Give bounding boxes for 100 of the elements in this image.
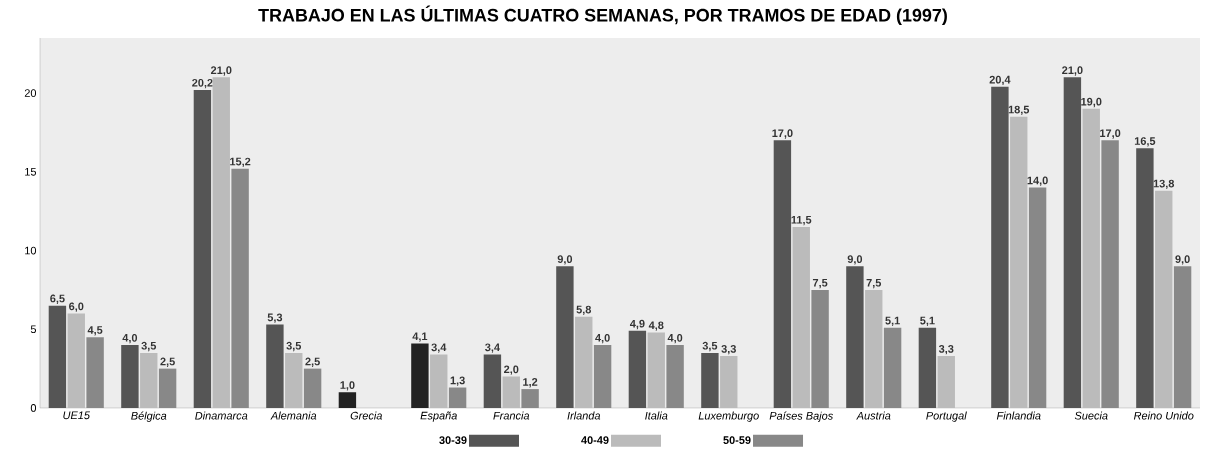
data-label: 3,5 (286, 341, 302, 352)
data-label: 5,1 (885, 316, 900, 326)
x-tick-label: Austria (856, 411, 891, 420)
data-label: 19,0 (1081, 97, 1102, 108)
bar (121, 345, 139, 408)
bar (666, 345, 684, 408)
y-tick-label: 15 (25, 168, 37, 176)
data-label: 5,3 (267, 313, 283, 323)
data-label: 18,5 (1008, 105, 1030, 116)
y-tick-label: 0 (30, 404, 37, 412)
data-label: 4,1 (412, 332, 428, 342)
bar (1010, 116, 1028, 408)
data-label: 20,4 (989, 75, 1011, 86)
bar (483, 354, 502, 408)
x-tick-label: Reino Unido (1133, 411, 1194, 420)
data-label: 5,1 (920, 316, 935, 326)
bar (1173, 266, 1192, 408)
x-tick-label: Irlanda (567, 411, 601, 420)
x-tick-label: Francia (493, 411, 530, 420)
data-label: 6,5 (50, 294, 65, 304)
bar (448, 387, 467, 408)
bar (140, 352, 158, 408)
bar (285, 352, 303, 408)
bar (792, 226, 810, 408)
data-label: 9,0 (1175, 255, 1190, 265)
bar (628, 330, 647, 408)
data-label: 3,4 (485, 343, 500, 353)
bar (212, 77, 230, 408)
chart-title: TRABAJO EN LAS ÚLTIMAS CUATRO SEMANAS, POR TRAMOS DE EDAD (1997) (258, 5, 947, 26)
data-label: 4,9 (629, 319, 645, 330)
x-tick-label: Dinamarca (195, 411, 248, 420)
data-label: 9,0 (847, 255, 863, 265)
legend-label: 40-49 (581, 436, 609, 444)
bar (502, 376, 520, 408)
data-label: 20,2 (192, 78, 213, 89)
bar (883, 327, 902, 408)
bar (1082, 108, 1100, 408)
bar (1063, 77, 1082, 408)
data-label: 13,8 (1153, 179, 1175, 190)
x-tick-label: Italia (645, 411, 668, 420)
bar (521, 389, 539, 408)
data-label: 15,2 (230, 157, 251, 167)
bar (266, 324, 284, 408)
bar (193, 89, 212, 408)
x-tick-label: Alemania (270, 411, 317, 420)
data-label: 21,0 (210, 66, 232, 76)
bar (773, 140, 792, 408)
bar (865, 289, 883, 408)
data-label: 3,3 (938, 345, 954, 355)
y-tick-label: 20 (24, 89, 37, 97)
bar (701, 352, 719, 408)
bar (411, 343, 429, 408)
data-label: 4,8 (648, 321, 664, 331)
bar (846, 266, 864, 408)
bar (720, 356, 738, 408)
data-label: 7,5 (866, 278, 882, 289)
data-label: 21,0 (1062, 66, 1083, 76)
x-tick-label: Finlandia (996, 411, 1041, 420)
bar (1101, 140, 1119, 408)
y-tick-label: 5 (30, 325, 37, 334)
bar (231, 168, 249, 408)
x-tick-label: UE15 (63, 411, 90, 420)
bar (48, 305, 67, 408)
data-label: 1,3 (450, 376, 465, 386)
x-tick-label: Grecia (350, 411, 383, 420)
bar (67, 313, 85, 408)
data-label: 4,0 (595, 333, 610, 344)
data-label: 2,5 (160, 357, 175, 367)
bar (647, 332, 665, 408)
data-label: 4,0 (122, 333, 138, 344)
data-label: 14,0 (1027, 176, 1048, 186)
bar (811, 289, 829, 408)
legend-label: 30-39 (439, 436, 467, 444)
data-label: 16,5 (1134, 137, 1156, 147)
x-tick-label: Suecia (1074, 411, 1108, 420)
bar (303, 368, 322, 408)
bar (430, 354, 448, 408)
bar (158, 368, 177, 408)
data-label: 9,0 (557, 255, 573, 265)
data-label: 3,4 (431, 343, 447, 353)
bar (593, 345, 612, 408)
bar (1155, 190, 1173, 408)
x-tick-label: España (420, 411, 457, 422)
bar (575, 316, 593, 408)
bar (991, 86, 1009, 408)
data-label: 17,0 (772, 129, 793, 139)
data-label: 5,8 (576, 305, 592, 315)
bar (1028, 187, 1047, 408)
data-label: 3,5 (702, 341, 718, 352)
x-tick-label: Luxemburgo (698, 411, 759, 422)
data-label: 4,0 (667, 333, 683, 344)
bar (556, 266, 574, 408)
x-tick-label: Portugal (926, 411, 967, 422)
data-label: 4,5 (87, 326, 103, 336)
bar (937, 356, 955, 408)
data-label: 3,3 (721, 345, 736, 355)
y-tick-label: 10 (25, 246, 37, 255)
x-tick-label: Países Bajos (769, 411, 833, 422)
data-label: 3,5 (141, 341, 157, 352)
data-label: 1,2 (523, 378, 538, 388)
